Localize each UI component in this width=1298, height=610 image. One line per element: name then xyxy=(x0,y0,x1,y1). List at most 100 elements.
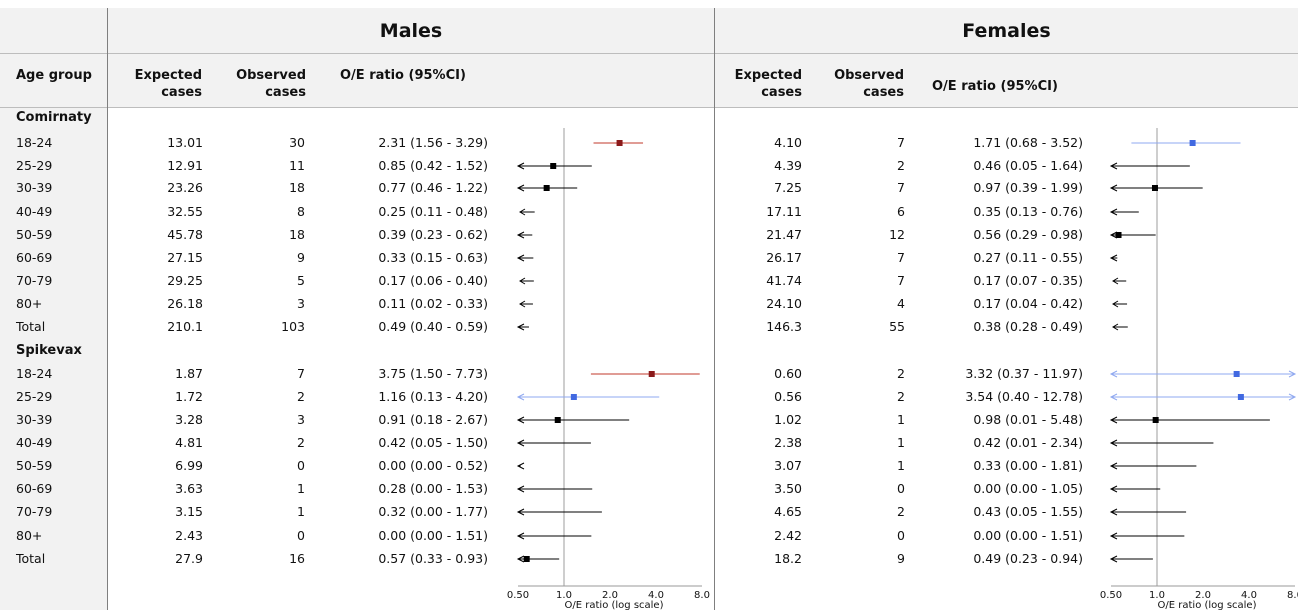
females-ci-left-arrow xyxy=(1109,370,1118,378)
group-label-spikevax: Spikevax xyxy=(16,343,82,358)
females-observed-cell: 7 xyxy=(897,180,905,195)
females-ratio-cell: 3.54 (0.40 - 12.78) xyxy=(965,389,1083,404)
females-point-estimate xyxy=(1115,232,1122,238)
females-ci-left-arrow xyxy=(1109,162,1118,170)
females-x-axis-label: O/E ratio (log scale) xyxy=(1158,600,1257,610)
panel-divider xyxy=(714,8,715,610)
age-label: 40-49 xyxy=(16,435,53,450)
males-ci-left-arrow xyxy=(516,532,525,540)
males-observed-cell: 1 xyxy=(297,481,305,496)
females-expected-cell: 2.42 xyxy=(774,528,802,543)
males-observed-cell: 103 xyxy=(281,319,305,334)
males-header: Males xyxy=(379,20,443,42)
females-ci-left-arrow xyxy=(1109,254,1118,262)
age-group-header: Age group xyxy=(16,68,92,83)
males-ratio-cell: 0.85 (0.42 - 1.52) xyxy=(378,158,488,173)
males-ci-left-arrow xyxy=(516,231,525,239)
age-column-band xyxy=(0,108,107,610)
females-ratio-cell: 1.71 (0.68 - 3.52) xyxy=(973,135,1083,150)
males-expected-cell: 3.63 xyxy=(175,481,203,496)
females-x-tick-label: 8.0 xyxy=(1287,590,1298,601)
age-label: 30-39 xyxy=(16,180,53,195)
females-ratio-cell: 0.17 (0.04 - 0.42) xyxy=(973,296,1083,311)
males-expected-cell: 32.55 xyxy=(167,204,203,219)
males-ratio-cell: 0.77 (0.46 - 1.22) xyxy=(378,180,488,195)
females-expected-cell: 4.39 xyxy=(774,158,802,173)
males-ci-left-arrow xyxy=(519,208,526,216)
females-expected-cell: 17.11 xyxy=(766,204,802,219)
females-point-estimate xyxy=(1151,185,1158,191)
males-expected-cell: 27.15 xyxy=(167,250,203,265)
males-expected-cell: 26.18 xyxy=(167,296,203,311)
header-divider xyxy=(0,53,1298,54)
males-expected-cell: 2.43 xyxy=(175,528,203,543)
males-observed-cell: 0 xyxy=(297,458,305,473)
females-observed-cell: 7 xyxy=(897,250,905,265)
males-expected-cell: 1.72 xyxy=(175,389,203,404)
column-header-divider xyxy=(0,107,1298,108)
males-expected-cell: 6.99 xyxy=(175,458,203,473)
males-observed-cell: 3 xyxy=(297,412,305,427)
females-ratio-cell: 0.46 (0.05 - 1.64) xyxy=(973,158,1083,173)
males-ratio-cell: 0.91 (0.18 - 2.67) xyxy=(378,412,488,427)
age-label: Total xyxy=(16,319,46,334)
age-label: 25-29 xyxy=(16,389,53,404)
males-observed-header: Observed cases xyxy=(222,67,306,101)
females-observed-cell: 1 xyxy=(897,458,905,473)
males-observed-cell: 8 xyxy=(297,204,305,219)
females-ratio-cell: 0.49 (0.23 - 0.94) xyxy=(973,551,1083,566)
females-expected-cell: 41.74 xyxy=(766,273,802,288)
males-ci-left-arrow xyxy=(516,508,525,516)
females-point-estimate xyxy=(1189,140,1196,146)
females-observed-header-line2: cases xyxy=(863,85,904,100)
males-ratio-cell: 0.00 (0.00 - 1.51) xyxy=(378,528,488,543)
males-ci-left-arrow xyxy=(519,300,526,308)
males-observed-cell: 7 xyxy=(297,366,305,381)
males-ratio-cell: 0.28 (0.00 - 1.53) xyxy=(378,481,488,496)
males-x-axis-label: O/E ratio (log scale) xyxy=(565,600,664,610)
females-ratio-cell: 0.00 (0.00 - 1.51) xyxy=(973,528,1083,543)
males-ci-left-arrow xyxy=(516,393,525,401)
males-expected-cell: 45.78 xyxy=(167,227,203,242)
age-label: 18-24 xyxy=(16,135,53,150)
females-ratio-cell: 0.97 (0.39 - 1.99) xyxy=(973,180,1083,195)
females-ratio-cell: 0.56 (0.29 - 0.98) xyxy=(973,227,1083,242)
females-ci-left-arrow xyxy=(1109,462,1118,470)
age-label: 70-79 xyxy=(16,504,53,519)
males-ratio-cell: 0.17 (0.06 - 0.40) xyxy=(378,273,488,288)
females-ci-right-arrow xyxy=(1288,370,1297,378)
females-ci-left-arrow xyxy=(1109,208,1118,216)
females-observed-cell: 0 xyxy=(897,481,905,496)
males-ci-left-arrow xyxy=(516,462,525,470)
females-ci-left-arrow xyxy=(1109,416,1118,424)
males-expected-header: Expected cases xyxy=(120,67,202,101)
females-ratio-cell: 0.27 (0.11 - 0.55) xyxy=(973,250,1083,265)
males-observed-cell: 18 xyxy=(289,180,305,195)
column-header-band xyxy=(0,54,1298,108)
age-label: Total xyxy=(16,551,46,566)
males-expected-cell: 27.9 xyxy=(175,551,203,566)
males-observed-cell: 2 xyxy=(297,435,305,450)
females-ci-left-arrow xyxy=(1109,393,1118,401)
females-expected-header: Expected cases xyxy=(720,67,802,101)
males-x-tick-label: 8.0 xyxy=(694,590,710,601)
males-ci-left-arrow xyxy=(516,439,525,447)
females-expected-cell: 0.56 xyxy=(774,389,802,404)
females-ratio-cell: 0.98 (0.01 - 5.48) xyxy=(973,412,1083,427)
females-observed-cell: 9 xyxy=(897,551,905,566)
males-x-tick-label: 2.0 xyxy=(602,590,618,601)
males-observed-cell: 1 xyxy=(297,504,305,519)
females-expected-header-line2: cases xyxy=(761,85,802,100)
females-ci-left-arrow xyxy=(1109,485,1118,493)
females-observed-cell: 0 xyxy=(897,528,905,543)
females-ratio-cell: 0.38 (0.28 - 0.49) xyxy=(973,319,1083,334)
males-point-estimate xyxy=(616,140,623,146)
males-expected-cell: 210.1 xyxy=(167,319,203,334)
females-observed-header-line1: Observed xyxy=(834,68,904,83)
males-ci-left-arrow xyxy=(516,555,525,563)
females-expected-cell: 3.50 xyxy=(774,481,802,496)
females-observed-cell: 2 xyxy=(897,158,905,173)
males-expected-cell: 23.26 xyxy=(167,180,203,195)
females-ratio-cell: 0.43 (0.05 - 1.55) xyxy=(973,504,1083,519)
